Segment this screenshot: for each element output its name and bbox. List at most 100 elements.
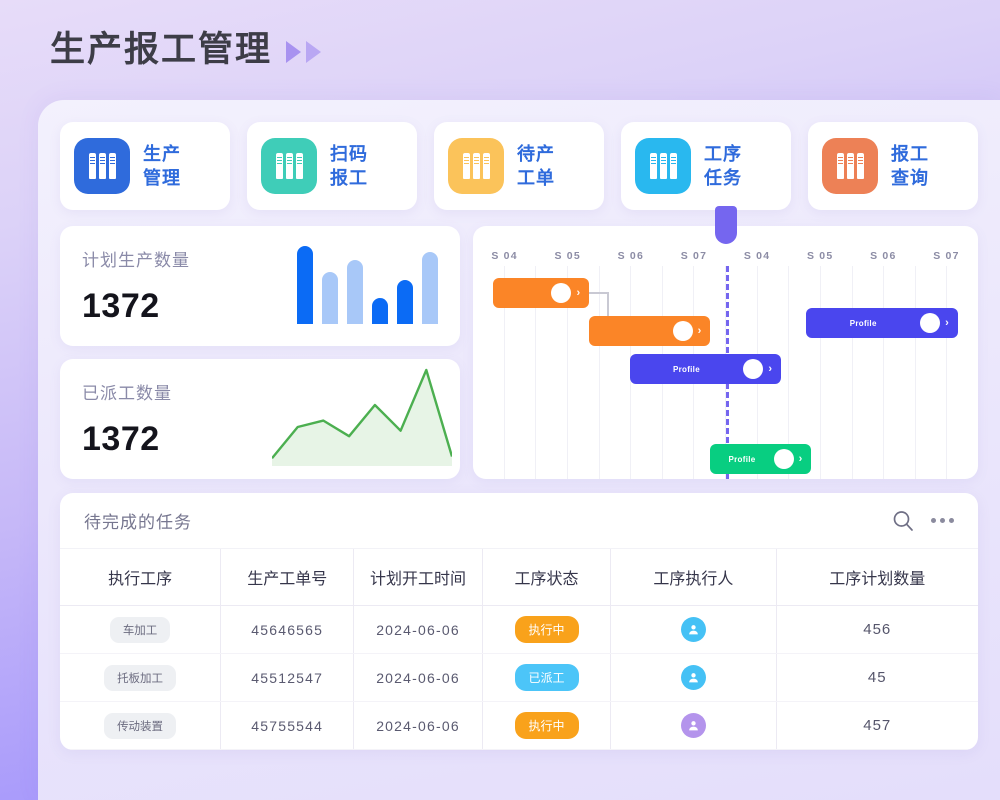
table-row[interactable]: 传动装置 45755544 2024-06-06 执行中 457 bbox=[60, 701, 978, 750]
gantt-column-label: S 04 bbox=[491, 250, 518, 262]
tab-card-list: 生产 管理 扫码 报工 待产 工单 工序 任务 报工 查询 bbox=[60, 122, 978, 210]
double-triangle-right-icon bbox=[286, 41, 322, 63]
gantt-grid-cell bbox=[600, 266, 632, 479]
cell-process: 传动装置 bbox=[60, 701, 222, 750]
gantt-column-label: S 06 bbox=[617, 250, 645, 262]
books-icon bbox=[448, 138, 504, 194]
gantt-column-label: S 05 bbox=[554, 250, 581, 262]
gantt-chart-panel[interactable]: S 04 S 05 S 06 S 07 S 04 S 05 S 06 S 07 › › Profi… bbox=[473, 206, 978, 479]
dot-2 bbox=[940, 518, 945, 523]
cell-operator bbox=[610, 605, 777, 654]
gantt-column-label: S 07 bbox=[933, 250, 960, 262]
cell-status: 执行中 bbox=[482, 701, 612, 750]
gantt-bar-4[interactable]: Profile › bbox=[806, 308, 958, 338]
page-header: 生产报工管理 bbox=[50, 32, 322, 67]
gantt-bar-handle[interactable] bbox=[920, 313, 941, 333]
dot-3 bbox=[949, 518, 954, 523]
mid-section: 计划生产数量 1372 已派工数量 1372 S 04 S 05 S 06 S 07 S… bbox=[60, 206, 978, 479]
table-row[interactable]: 托板加工 45512547 2024-06-06 已派工 45 bbox=[60, 653, 978, 702]
cell-order-no: 45646565 bbox=[220, 605, 355, 654]
triangle-right-icon-1 bbox=[286, 41, 302, 63]
gantt-bar-label: Profile bbox=[672, 364, 700, 374]
column-header-4: 工序状态 bbox=[482, 549, 612, 606]
search-icon[interactable] bbox=[891, 509, 915, 533]
gantt-bar-handle[interactable] bbox=[773, 449, 794, 469]
gantt-grid-cell bbox=[473, 266, 505, 479]
gantt-bar-label: Profile bbox=[849, 318, 877, 328]
triangle-right-icon-2 bbox=[306, 41, 322, 63]
cell-plan-date: 2024-06-06 bbox=[353, 653, 483, 702]
tab-label: 工序 任务 bbox=[704, 143, 742, 188]
gantt-grid-cell bbox=[568, 266, 600, 479]
gantt-column-label: S 04 bbox=[743, 250, 771, 262]
tab-label: 报工 查询 bbox=[891, 143, 929, 188]
books-icon bbox=[635, 138, 691, 194]
cell-qty: 456 bbox=[776, 605, 978, 654]
books-icon bbox=[261, 138, 317, 194]
status-badge: 执行中 bbox=[514, 712, 579, 739]
books-icon bbox=[74, 138, 130, 194]
column-header-3: 计划开工时间 bbox=[353, 549, 483, 606]
mini-bar-chart bbox=[297, 246, 438, 324]
task-table: 执行工序 生产工单号 计划开工时间 工序状态 工序执行人 工序计划数量 车加工 456465… bbox=[60, 549, 978, 750]
gantt-grid-cell bbox=[853, 266, 885, 479]
mini-bar bbox=[347, 260, 363, 324]
chevron-right-icon[interactable]: › bbox=[945, 317, 949, 329]
dot-1 bbox=[931, 518, 936, 523]
sparkline-area-chart bbox=[271, 366, 454, 471]
gantt-column-label: S 06 bbox=[870, 250, 897, 262]
mini-bar bbox=[422, 252, 438, 324]
gantt-bar-handle[interactable] bbox=[743, 359, 764, 379]
stat-label: 计划生产数量 bbox=[82, 251, 190, 270]
table-row[interactable]: 车加工 45646565 2024-06-06 执行中 456 bbox=[60, 605, 978, 654]
gantt-bar-5[interactable]: Profile › bbox=[710, 444, 812, 474]
process-chip: 托板加工 bbox=[104, 664, 177, 691]
task-table-title: 待完成的任务 bbox=[84, 513, 192, 532]
gantt-playhead-marker-icon[interactable] bbox=[714, 206, 737, 244]
user-avatar[interactable] bbox=[680, 617, 706, 642]
chevron-right-icon[interactable]: › bbox=[798, 453, 803, 465]
tab-card-1[interactable]: 生产 管理 bbox=[60, 122, 230, 210]
books-icon bbox=[822, 138, 878, 194]
table-header-row: 执行工序 生产工单号 计划开工时间 工序状态 工序执行人 工序计划数量 bbox=[60, 549, 978, 606]
status-badge: 执行中 bbox=[514, 616, 579, 643]
tab-card-4[interactable]: 工序 任务 bbox=[621, 122, 791, 210]
tab-card-5[interactable]: 报工 查询 bbox=[808, 122, 978, 210]
gantt-grid-cell bbox=[505, 266, 537, 479]
chevron-right-icon[interactable]: › bbox=[768, 363, 773, 375]
stat-card-planned-production[interactable]: 计划生产数量 1372 bbox=[60, 226, 460, 346]
table-body: 车加工 45646565 2024-06-06 执行中 456 托板加工 45512547 2… bbox=[60, 605, 978, 750]
column-header-2: 生产工单号 bbox=[220, 549, 355, 606]
stat-value: 1372 bbox=[82, 287, 160, 325]
gantt-grid-cell bbox=[789, 266, 821, 479]
gantt-bar-handle[interactable] bbox=[672, 321, 693, 341]
user-avatar[interactable] bbox=[680, 713, 706, 738]
cell-status: 已派工 bbox=[482, 653, 612, 702]
cell-operator bbox=[610, 653, 777, 702]
stat-card-dispatched[interactable]: 已派工数量 1372 bbox=[60, 359, 460, 479]
user-avatar[interactable] bbox=[680, 665, 706, 690]
cell-qty: 457 bbox=[776, 701, 978, 750]
stat-card-column: 计划生产数量 1372 已派工数量 1372 bbox=[60, 226, 460, 479]
gantt-grid-cell bbox=[916, 266, 948, 479]
cell-process: 车加工 bbox=[60, 605, 222, 654]
cell-order-no: 45512547 bbox=[220, 653, 355, 702]
gantt-grid-cell bbox=[758, 266, 790, 479]
task-table-header: 待完成的任务 bbox=[60, 493, 978, 549]
cell-qty: 45 bbox=[776, 653, 978, 702]
gantt-bar-handle[interactable] bbox=[551, 283, 572, 303]
gantt-grid-cell bbox=[947, 266, 978, 479]
gantt-bar-1[interactable]: › bbox=[493, 278, 590, 308]
main-panel: 生产 管理 扫码 报工 待产 工单 工序 任务 报工 查询 计划生产数量 1372 已派… bbox=[38, 100, 1000, 800]
gantt-grid-cell bbox=[536, 266, 568, 479]
mini-bar bbox=[397, 280, 413, 324]
tab-card-3[interactable]: 待产 工单 bbox=[434, 122, 604, 210]
process-chip: 车加工 bbox=[109, 616, 171, 643]
gantt-bar-label: Profile bbox=[728, 454, 756, 464]
more-horizontal-icon[interactable] bbox=[931, 518, 954, 523]
tab-card-2[interactable]: 扫码 报工 bbox=[247, 122, 417, 210]
chevron-right-icon[interactable]: › bbox=[576, 287, 581, 299]
gantt-bar-3[interactable]: Profile › bbox=[629, 354, 782, 384]
gantt-bar-2[interactable]: › bbox=[589, 316, 711, 346]
chevron-right-icon[interactable]: › bbox=[697, 325, 702, 337]
